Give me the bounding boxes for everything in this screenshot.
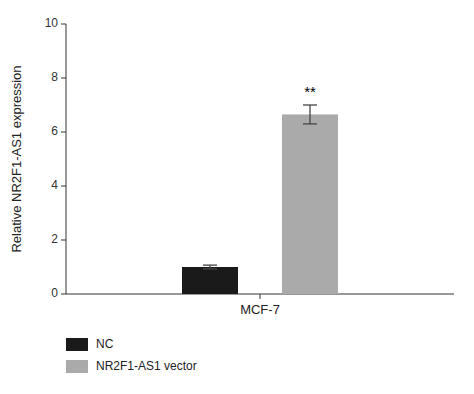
y-tick xyxy=(61,78,66,79)
significance-label: ** xyxy=(304,83,316,100)
y-tick-label: 2 xyxy=(51,232,58,246)
bars xyxy=(182,114,338,294)
error-bar xyxy=(303,105,317,124)
x-tick xyxy=(260,294,261,299)
error-bar-cap xyxy=(203,268,217,269)
error-bar-cap xyxy=(203,264,217,265)
y-tick xyxy=(61,186,66,187)
legend: NC NR2F1-AS1 vector xyxy=(66,337,197,373)
chart-container: 0 2 4 6 8 10 Relative NR2F1-AS1 expression MCF-… xyxy=(0,0,474,394)
annotations: ** xyxy=(304,83,316,100)
y-tick xyxy=(61,132,66,133)
y-tick-label: 8 xyxy=(51,70,58,84)
error-bar-stem xyxy=(309,105,310,124)
chart: 0 2 4 6 8 10 Relative NR2F1-AS1 expression MCF-… xyxy=(0,0,474,394)
bar xyxy=(182,267,238,294)
y-axis-line xyxy=(66,24,67,294)
y-tick-label: 6 xyxy=(51,124,58,138)
legend-label: NR2F1-AS1 vector xyxy=(96,359,197,373)
legend-swatch xyxy=(66,360,88,373)
y-tick xyxy=(61,294,66,295)
y-axis: 0 2 4 6 8 10 xyxy=(45,16,66,300)
legend-label: NC xyxy=(96,337,114,351)
error-bar-cap xyxy=(303,104,317,105)
y-axis-title: Relative NR2F1-AS1 expression xyxy=(9,65,24,252)
x-axis: MCF-7 xyxy=(66,294,454,317)
legend-swatch xyxy=(66,338,88,351)
error-bar-cap xyxy=(303,123,317,124)
y-tick xyxy=(61,240,66,241)
y-tick-label: 0 xyxy=(51,286,58,300)
error-bars xyxy=(203,105,317,269)
bar xyxy=(282,114,338,294)
y-tick-label: 4 xyxy=(51,178,58,192)
x-tick-label: MCF-7 xyxy=(240,302,280,317)
y-tick-label: 10 xyxy=(45,16,59,30)
error-bar xyxy=(203,265,217,269)
y-tick xyxy=(61,24,66,25)
